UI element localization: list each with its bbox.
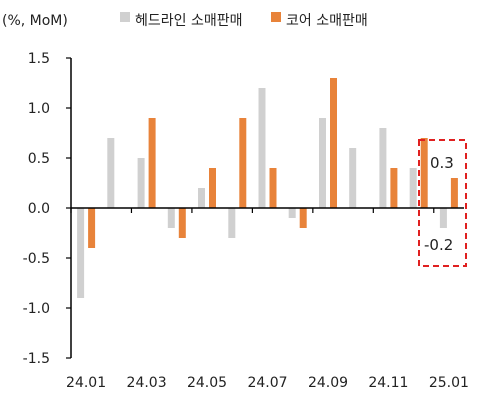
x-tick-label: 24.07 [247,375,287,391]
bar-headline-24.01 [77,208,85,298]
bar-headline-24.08 [288,208,296,218]
bar-core-24.09 [330,78,337,208]
legend-label-headline: 헤드라인 소매판매 [135,13,243,29]
y-tick-label: -1.0 [23,301,50,317]
annotation-headline-latest: -0.2 [424,236,453,254]
bar-core-24.04 [178,208,186,238]
bar-core-24.07 [269,168,277,208]
bar-core-25.01 [450,178,458,208]
bar-core-24.12 [420,138,428,208]
y-tick-label: -0.5 [23,251,50,267]
legend: 헤드라인 소매판매 코어 소매판매 [120,12,368,29]
bars [77,78,458,298]
bar-headline-25.01 [439,208,447,228]
bar-headline-24.05 [198,188,205,208]
x-tick-label: 24.05 [187,375,227,391]
legend-swatch-headline [120,12,130,22]
bar-headline-24.10 [349,148,357,208]
unit-label: (%, MoM) [2,13,68,29]
annotation-core-latest: 0.3 [430,154,454,172]
legend-label-core: 코어 소매판매 [286,13,368,29]
bar-core-24.01 [88,208,96,248]
x-axis: 24.01 24.03 24.05 24.07 24.09 24.11 25.01 [66,207,469,391]
x-tick-label: 25.01 [429,375,469,391]
bar-headline-24.11 [379,128,387,208]
x-tick-label: 24.01 [66,375,106,391]
highlight-box [418,139,467,267]
bar-core-24.03 [148,118,156,208]
legend-swatch-core [271,12,281,22]
bar-core-24.08 [299,208,307,228]
bar-core-24.11 [390,168,398,208]
bar-headline-24.04 [167,208,175,228]
bar-headline-24.09 [319,118,326,208]
y-axis: 1.5 1.0 0.5 0.0 -0.5 -1.0 -1.5 [23,51,72,367]
bar-headline-24.02 [107,138,115,208]
bar-core-24.06 [239,118,247,208]
bar-headline-24.03 [137,158,145,208]
y-tick-label: 1.5 [28,51,50,67]
bar-headline-24.07 [258,88,266,208]
y-tick-label: 1.0 [28,101,50,117]
y-tick-label: -1.5 [23,351,50,367]
x-tick-label: 24.03 [127,375,167,391]
bar-headline-24.06 [228,208,236,238]
bar-headline-24.12 [409,168,417,208]
bar-core-24.05 [209,168,216,208]
x-tick-label: 24.11 [368,375,408,391]
x-tick-label: 24.09 [308,375,348,391]
y-tick-label: 0.0 [28,201,50,217]
y-tick-label: 0.5 [28,151,50,167]
